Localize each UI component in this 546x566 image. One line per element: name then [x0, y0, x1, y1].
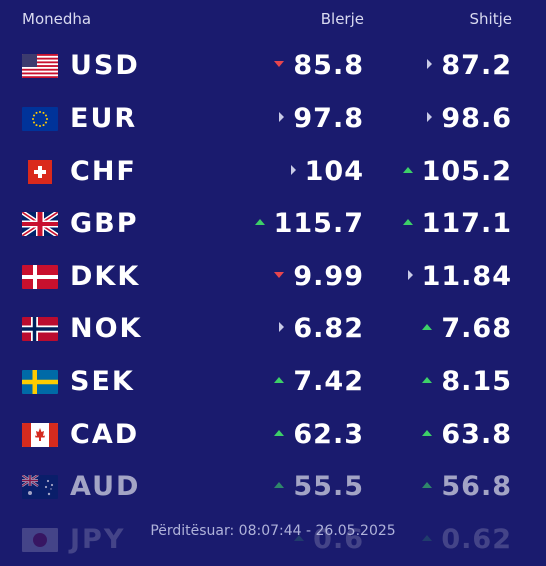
- trend-up-icon: [254, 218, 265, 225]
- currency-row-eur: EUR 97.8 98.6: [0, 93, 546, 145]
- au-flag-icon: [22, 475, 58, 499]
- sell-value: 8.15: [422, 366, 512, 397]
- trend-up-icon: [274, 376, 285, 383]
- currency-code: AUD: [70, 471, 141, 502]
- no-flag-icon: [22, 317, 58, 341]
- buy-value: 85.8: [274, 50, 364, 81]
- ch-flag-icon: [22, 160, 58, 184]
- trend-up-icon: [422, 323, 433, 330]
- buy-value: 62.3: [274, 419, 364, 450]
- sell-value: 117.1: [402, 208, 512, 239]
- last-updated-text: Përditësuar: 08:07:44 - 26.05.2025: [150, 523, 396, 539]
- trend-flat-icon: [427, 111, 433, 122]
- trend-flat-icon: [279, 321, 285, 332]
- sell-value: 11.84: [407, 261, 512, 292]
- buy-value: 97.8: [279, 103, 364, 134]
- buy-value: 6.82: [279, 313, 364, 344]
- trend-up-icon: [294, 534, 305, 541]
- currency-code: CHF: [70, 156, 137, 187]
- trend-up-icon: [422, 534, 433, 541]
- currency-code: GBP: [70, 208, 139, 239]
- buy-value: 55.5: [274, 471, 364, 502]
- sell-value: 105.2: [402, 156, 512, 187]
- currency-code: NOK: [70, 313, 143, 344]
- trend-up-icon: [274, 429, 285, 436]
- trend-up-icon: [402, 218, 413, 225]
- currency-row-cad: CAD 62.3 63.8: [0, 409, 546, 461]
- currency-row-usd: USD 85.8 87.2: [0, 40, 546, 92]
- trend-down-icon: [274, 271, 285, 278]
- buy-column-header: Blerje: [320, 10, 364, 28]
- currency-code: USD: [70, 50, 140, 81]
- sell-value: 63.8: [422, 419, 512, 450]
- currency-row-nok: NOK 6.82 7.68: [0, 303, 546, 355]
- trend-up-icon: [422, 429, 433, 436]
- currency-row-chf: CHF 104 105.2: [0, 146, 546, 198]
- trend-up-icon: [422, 376, 433, 383]
- us-flag-icon: [22, 54, 58, 78]
- sell-column-header: Shitje: [469, 10, 512, 28]
- currency-code: SEK: [70, 366, 135, 397]
- gb-flag-icon: [22, 212, 58, 236]
- trend-flat-icon: [407, 269, 413, 280]
- currency-row-aud: AUD 55.5 56.8: [0, 461, 546, 513]
- trend-flat-icon: [290, 164, 296, 175]
- trend-flat-icon: [279, 111, 285, 122]
- table-header: Monedha Blerje Shitje: [0, 0, 546, 38]
- currency-code: CAD: [70, 419, 140, 450]
- sell-value: 98.6: [427, 103, 512, 134]
- currency-row-jpy: JPY 0.6 0.62: [0, 514, 546, 566]
- trend-up-icon: [274, 481, 285, 488]
- buy-value: 104: [290, 156, 364, 187]
- sell-value: 87.2: [427, 50, 512, 81]
- trend-down-icon: [274, 60, 285, 67]
- se-flag-icon: [22, 370, 58, 394]
- currency-column-header: Monedha: [22, 10, 92, 28]
- currency-code: EUR: [70, 103, 138, 134]
- trend-up-icon: [402, 166, 413, 173]
- currency-row-gbp: GBP 115.7 117.1: [0, 198, 546, 250]
- dk-flag-icon: [22, 265, 58, 289]
- buy-value: 115.7: [254, 208, 364, 239]
- sell-value: 7.68: [422, 313, 512, 344]
- ca-flag-icon: [22, 423, 58, 447]
- trend-up-icon: [422, 481, 433, 488]
- buy-value: 9.99: [274, 261, 364, 292]
- jp-flag-icon: [22, 528, 58, 552]
- trend-flat-icon: [427, 58, 433, 69]
- buy-value: 7.42: [274, 366, 364, 397]
- currency-row-dkk: DKK 9.99 11.84: [0, 251, 546, 303]
- currency-code: DKK: [70, 261, 141, 292]
- currency-row-sek: SEK 7.42 8.15: [0, 356, 546, 408]
- eu-flag-icon: [22, 107, 58, 131]
- sell-value: 56.8: [422, 471, 512, 502]
